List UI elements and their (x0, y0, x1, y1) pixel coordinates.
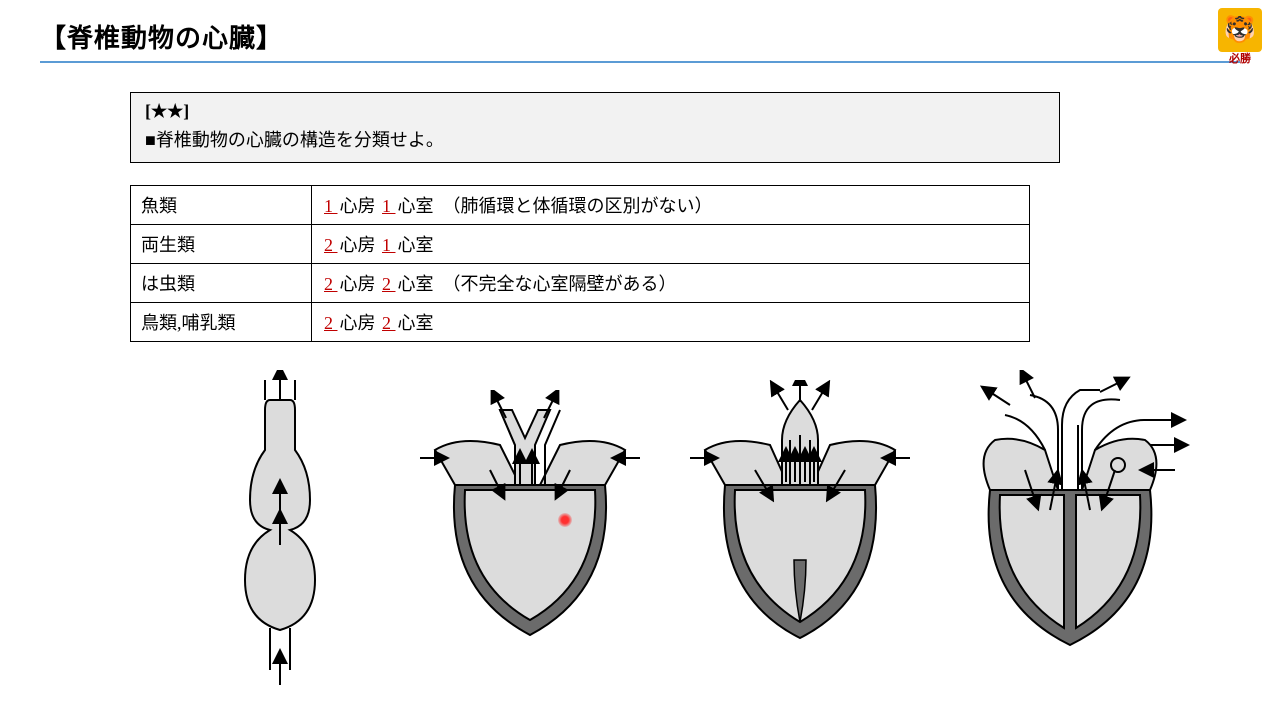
category-cell: 魚類 (131, 186, 312, 225)
category-cell: 鳥類,哺乳類 (131, 303, 312, 342)
structure-cell: 2 心房 1 心室 (312, 225, 1030, 264)
category-cell: 両生類 (131, 225, 312, 264)
classification-table: 魚類1 心房 1 心室 （肺循環と体循環の区別がない）両生類2 心房 1 心室は… (130, 185, 1030, 342)
table-row: は虫類2 心房 2 心室 （不完全な心室隔壁がある） (131, 264, 1030, 303)
question-prompt: ■脊椎動物の心臓の構造を分類せよ。 (145, 126, 1045, 152)
tiger-icon: 🐯 (1224, 17, 1256, 43)
badge: 🐯 必勝 (1218, 8, 1262, 60)
title-bar: 【脊椎動物の心臓】 (40, 18, 1240, 63)
difficulty-stars: [★★] (145, 101, 1045, 122)
table-row: 鳥類,哺乳類2 心房 2 心室 (131, 303, 1030, 342)
badge-icon-bg: 🐯 (1218, 8, 1262, 52)
diagram-amphibian (420, 390, 640, 650)
structure-cell: 2 心房 2 心室 (312, 303, 1030, 342)
diagram-reptile (690, 380, 910, 650)
structure-cell: 1 心房 1 心室 （肺循環と体循環の区別がない） (312, 186, 1030, 225)
table-row: 魚類1 心房 1 心室 （肺循環と体循環の区別がない） (131, 186, 1030, 225)
diagram-bird-mammal (950, 370, 1190, 660)
laser-pointer-icon (558, 513, 572, 527)
diagram-fish (210, 370, 350, 690)
title-underline (40, 61, 1240, 63)
structure-cell: 2 心房 2 心室 （不完全な心室隔壁がある） (312, 264, 1030, 303)
table-row: 両生類2 心房 1 心室 (131, 225, 1030, 264)
heart-diagrams (150, 370, 1150, 690)
badge-label: 必勝 (1218, 50, 1262, 66)
page-title: 【脊椎動物の心臓】 (40, 18, 1240, 55)
question-box: [★★] ■脊椎動物の心臓の構造を分類せよ。 (130, 92, 1060, 163)
category-cell: は虫類 (131, 264, 312, 303)
